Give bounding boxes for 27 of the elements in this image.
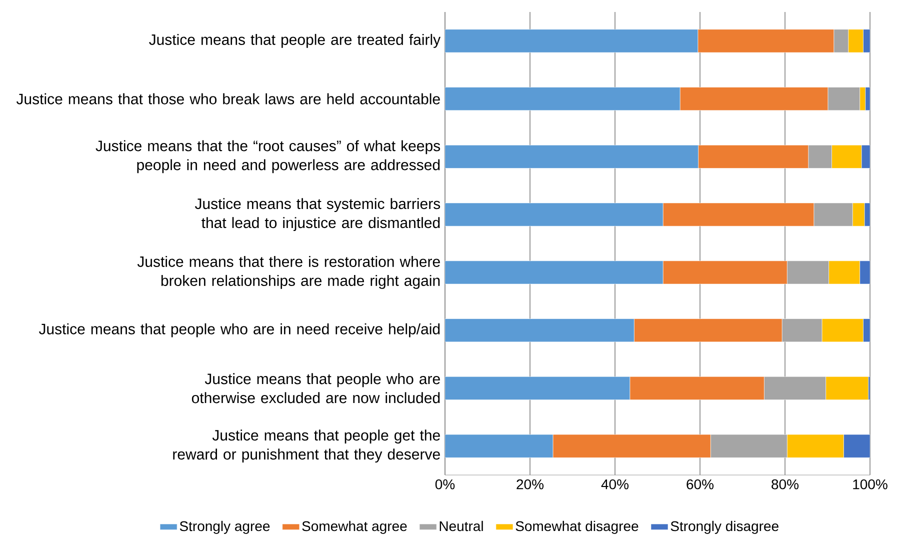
x-tick-label: 20% xyxy=(516,479,544,490)
x-tick-label: 80% xyxy=(772,479,799,490)
x-tick-label: 100% xyxy=(853,479,888,490)
y-tick-label: Justice means that people who are otherwise excluded are now included xyxy=(192,373,440,404)
bar xyxy=(445,29,698,53)
y-tick-label: Justice means that systemic barriers that lead to injustice are dismantled xyxy=(194,198,440,232)
bar xyxy=(445,202,664,226)
x-tick-label: 40% xyxy=(601,479,629,490)
bar xyxy=(445,144,698,168)
x-tick-label: 0% xyxy=(435,479,455,490)
y-tick-label: Justice means that those who break laws are held accountable xyxy=(16,93,440,104)
y-tick-label: Justice means that people are treated fairly xyxy=(149,34,441,48)
legend-label: Neutral xyxy=(440,520,483,532)
y-tick-label: Justice means that people get the reward or punishment that they deserve xyxy=(173,430,440,463)
bar xyxy=(445,260,664,284)
x-tick-label: 60% xyxy=(686,479,714,490)
y-tick-label: Justice means that there is restoration where broken relationships are made right again xyxy=(137,256,440,289)
legend-label: Somewhat disagree xyxy=(516,520,638,534)
bar xyxy=(445,434,554,458)
legend-label: Strongly disagree xyxy=(670,520,778,534)
y-tick-label: Justice means that the “root causes” of what keeps people in need and powerless are addressed xyxy=(96,140,440,174)
bar xyxy=(445,376,630,400)
bar xyxy=(445,87,680,111)
legend-label: Strongly agree xyxy=(180,520,270,534)
bar xyxy=(445,318,634,342)
y-tick-label: Justice means that people who are in need receive help/aid xyxy=(38,323,440,338)
legend-label: Somewhat agree xyxy=(302,520,407,534)
